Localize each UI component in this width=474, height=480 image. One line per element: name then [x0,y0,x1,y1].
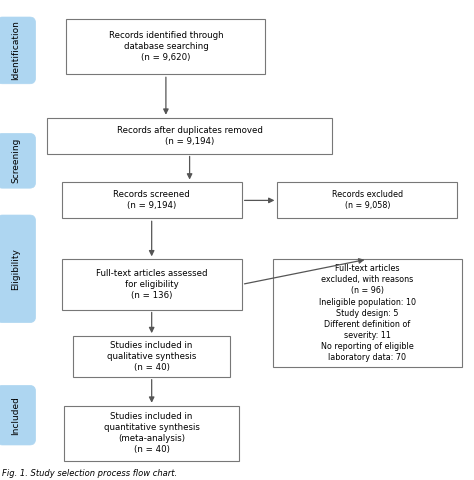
FancyBboxPatch shape [62,259,242,310]
Text: Studies included in
qualitative synthesis
(n = 40): Studies included in qualitative synthesi… [107,341,196,372]
Text: Full-text articles
excluded, with reasons
(n = 96)
Ineligible population: 10
Stu: Full-text articles excluded, with reason… [319,264,416,362]
FancyBboxPatch shape [0,17,36,84]
FancyBboxPatch shape [47,118,332,154]
Text: Identification: Identification [12,21,20,80]
Text: Records identified through
database searching
(n = 9,620): Records identified through database sear… [109,31,223,62]
Text: Records after duplicates removed
(n = 9,194): Records after duplicates removed (n = 9,… [117,126,263,145]
Text: Fig. 1. Study selection process flow chart.: Fig. 1. Study selection process flow cha… [2,468,177,478]
FancyBboxPatch shape [66,19,265,74]
Text: Included: Included [12,396,20,434]
Text: Screening: Screening [12,138,20,183]
Text: Full-text articles assessed
for eligibility
(n = 136): Full-text articles assessed for eligibil… [96,269,208,300]
FancyBboxPatch shape [0,385,36,445]
Text: Records screened
(n = 9,194): Records screened (n = 9,194) [113,191,190,210]
FancyBboxPatch shape [0,215,36,323]
FancyBboxPatch shape [64,406,239,461]
Text: Eligibility: Eligibility [12,248,20,290]
FancyBboxPatch shape [62,182,242,218]
FancyBboxPatch shape [277,182,457,218]
FancyBboxPatch shape [73,336,230,377]
FancyBboxPatch shape [273,259,462,367]
FancyBboxPatch shape [0,133,36,188]
Text: Studies included in
quantitative synthesis
(meta-analysis)
(n = 40): Studies included in quantitative synthes… [104,412,200,455]
Text: Records excluded
(n = 9,058): Records excluded (n = 9,058) [332,191,403,210]
